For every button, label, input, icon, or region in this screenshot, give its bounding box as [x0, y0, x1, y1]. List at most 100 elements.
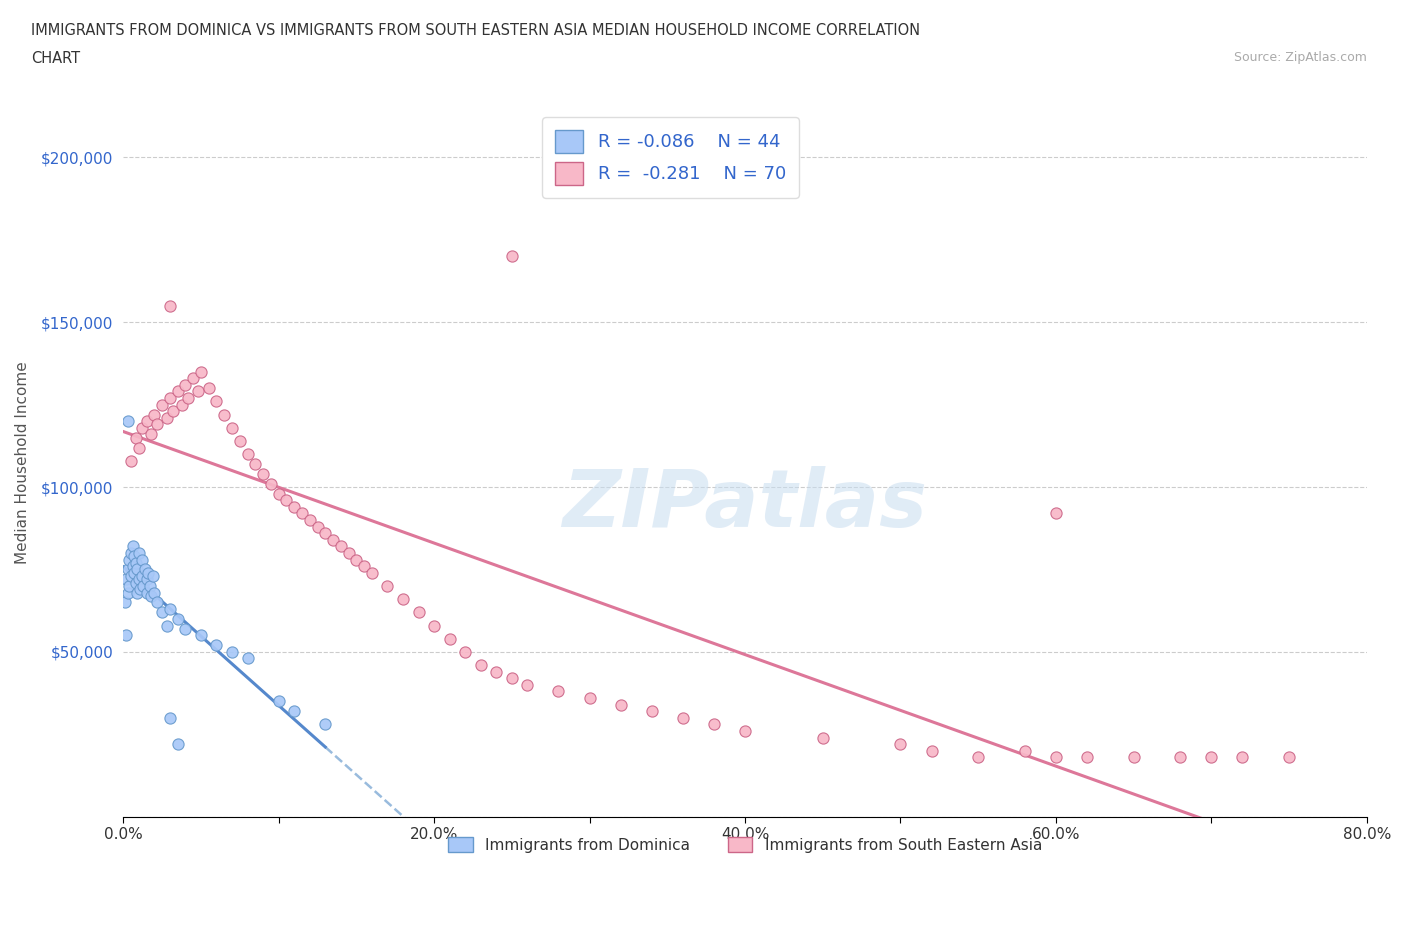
Point — [124, 555, 146, 570]
Point — [174, 621, 197, 636]
Point — [190, 628, 212, 643]
Point — [115, 572, 138, 587]
Point — [159, 391, 181, 405]
Point — [267, 486, 290, 501]
Y-axis label: Median Household Income: Median Household Income — [15, 361, 30, 564]
Text: IMMIGRANTS FROM DOMINICA VS IMMIGRANTS FROM SOUTH EASTERN ASIA MEDIAN HOUSEHOLD : IMMIGRANTS FROM DOMINICA VS IMMIGRANTS F… — [31, 23, 920, 38]
Point — [118, 578, 141, 593]
Point — [181, 371, 204, 386]
Text: ZIPatlas: ZIPatlas — [562, 466, 928, 544]
Point — [172, 397, 194, 412]
Point — [1122, 750, 1144, 764]
Point — [734, 724, 756, 738]
Point — [344, 552, 367, 567]
Point — [439, 631, 461, 646]
Point — [578, 691, 600, 706]
Point — [141, 427, 163, 442]
Point — [127, 562, 149, 577]
Point — [135, 414, 157, 429]
Point — [115, 628, 138, 643]
Point — [128, 572, 150, 587]
Point — [485, 664, 508, 679]
Point — [117, 414, 139, 429]
Point — [889, 737, 911, 751]
Point — [124, 576, 146, 591]
Point — [276, 493, 298, 508]
Point — [143, 407, 166, 422]
Point — [1014, 743, 1036, 758]
Point — [159, 711, 181, 725]
Point — [141, 589, 163, 604]
Point — [131, 552, 153, 567]
Legend: Immigrants from Dominica, Immigrants from South Eastern Asia: Immigrants from Dominica, Immigrants fro… — [441, 830, 1047, 858]
Point — [609, 698, 631, 712]
Point — [408, 604, 430, 619]
Point — [307, 519, 329, 534]
Point — [283, 499, 305, 514]
Point — [672, 711, 695, 725]
Point — [136, 565, 159, 580]
Point — [187, 384, 209, 399]
Point — [245, 457, 267, 472]
Point — [166, 737, 188, 751]
Point — [236, 446, 259, 461]
Point — [121, 559, 143, 574]
Point — [143, 585, 166, 600]
Point — [353, 559, 375, 574]
Point — [392, 591, 415, 606]
Point — [120, 546, 142, 561]
Point — [1045, 506, 1067, 521]
Point — [260, 476, 283, 491]
Point — [205, 394, 228, 409]
Point — [124, 431, 146, 445]
Point — [221, 420, 243, 435]
Point — [166, 384, 188, 399]
Point — [516, 677, 538, 692]
Point — [190, 365, 212, 379]
Text: Source: ZipAtlas.com: Source: ZipAtlas.com — [1233, 51, 1367, 64]
Point — [150, 604, 173, 619]
Point — [267, 694, 290, 709]
Point — [131, 420, 153, 435]
Point — [122, 549, 145, 564]
Point — [117, 562, 139, 577]
Point — [174, 378, 197, 392]
Point — [162, 404, 184, 418]
Point — [1232, 750, 1254, 764]
Point — [337, 546, 360, 561]
Point — [156, 410, 179, 425]
Point — [703, 717, 725, 732]
Point — [135, 572, 157, 587]
Point — [229, 433, 252, 448]
Point — [132, 578, 155, 593]
Point — [122, 565, 145, 580]
Point — [1278, 750, 1301, 764]
Point — [120, 453, 142, 468]
Point — [921, 743, 943, 758]
Point — [146, 595, 169, 610]
Point — [166, 612, 188, 627]
Point — [159, 299, 181, 313]
Point — [142, 568, 165, 583]
Point — [314, 717, 336, 732]
Point — [156, 618, 179, 633]
Point — [135, 585, 157, 600]
Point — [118, 552, 141, 567]
Point — [1076, 750, 1098, 764]
Point — [501, 671, 523, 685]
Point — [205, 638, 228, 653]
Point — [547, 684, 569, 698]
Point — [1168, 750, 1191, 764]
Point — [291, 506, 314, 521]
Point — [377, 578, 399, 593]
Point — [128, 440, 150, 455]
Point — [150, 397, 173, 412]
Point — [236, 651, 259, 666]
Point — [298, 512, 321, 527]
Point — [423, 618, 446, 633]
Point — [1045, 750, 1067, 764]
Point — [470, 658, 492, 672]
Point — [212, 407, 235, 422]
Point — [128, 546, 150, 561]
Text: CHART: CHART — [31, 51, 80, 66]
